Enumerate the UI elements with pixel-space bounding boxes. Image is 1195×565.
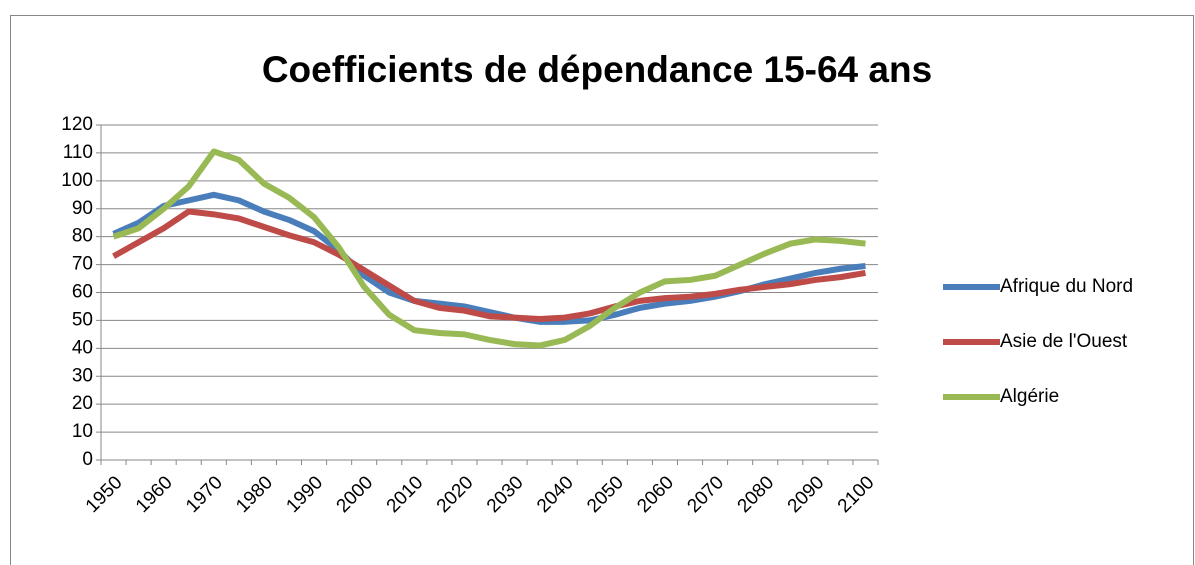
y-tick-label: 20 — [72, 393, 93, 414]
y-tick-label: 40 — [72, 337, 93, 358]
x-tick-label: 2020 — [433, 472, 478, 517]
x-tick-label: 2080 — [734, 472, 779, 517]
x-tick-label: 2090 — [784, 472, 829, 517]
y-tick-label: 120 — [61, 114, 93, 135]
series-line — [112, 208, 866, 323]
x-tick-label: 1970 — [182, 472, 227, 517]
x-tick-label: 1980 — [232, 472, 277, 517]
y-tick-label: 100 — [61, 170, 93, 191]
y-tick-label: 30 — [72, 365, 93, 386]
legend-label: Asie de l'Ouest — [1000, 331, 1128, 352]
y-tick-label: 60 — [72, 282, 93, 303]
y-tick-label: 0 — [82, 449, 93, 470]
x-tick-label: 2060 — [633, 472, 678, 517]
legend-label: Algérie — [1000, 386, 1059, 407]
x-tick-label: 2010 — [383, 472, 428, 517]
x-tick-label: 2040 — [533, 472, 578, 517]
x-tick-label: 2030 — [483, 472, 528, 517]
y-tick-label: 90 — [72, 198, 93, 219]
x-tick-label: 1950 — [82, 472, 127, 517]
y-tick-label: 80 — [72, 226, 93, 247]
x-tick-label: 2050 — [583, 472, 628, 517]
y-tick-label: 70 — [72, 254, 93, 275]
x-tick-label: 1990 — [282, 472, 327, 517]
series-line — [112, 148, 866, 349]
x-tick-label: 2000 — [333, 472, 378, 517]
x-tick-label: 2070 — [683, 472, 728, 517]
y-tick-label: 110 — [63, 142, 93, 163]
legend-label: Afrique du Nord — [1000, 276, 1133, 297]
y-tick-label: 50 — [72, 309, 93, 330]
x-tick-label: 1960 — [132, 472, 177, 517]
chart-border — [10, 15, 1194, 565]
chart-title: Coefficients de dépendance 15-64 ans — [262, 49, 932, 90]
y-tick-label: 10 — [72, 421, 93, 442]
x-tick-label: 2100 — [834, 472, 879, 517]
